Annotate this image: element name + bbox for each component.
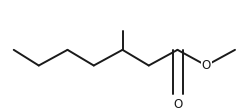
- Text: O: O: [202, 59, 211, 72]
- Text: O: O: [173, 98, 182, 111]
